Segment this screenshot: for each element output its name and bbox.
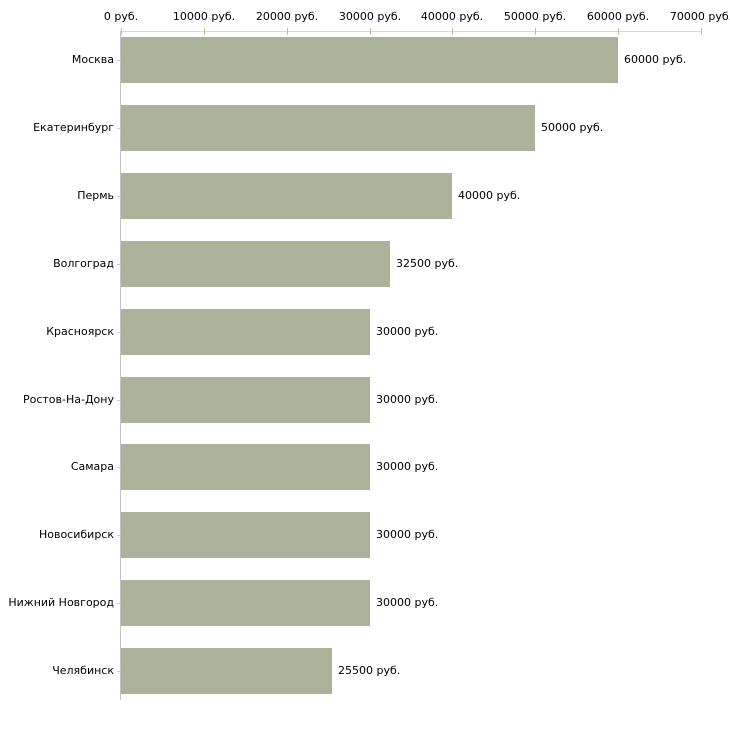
x-axis-line <box>120 31 702 32</box>
value-label: 30000 руб. <box>376 528 439 541</box>
category-label: Пермь <box>77 189 114 202</box>
category-tick <box>117 196 121 197</box>
value-label: 30000 руб. <box>376 460 439 473</box>
category-label: Москва <box>71 53 114 66</box>
bar <box>121 241 390 287</box>
value-label: 40000 руб. <box>458 189 521 202</box>
category-tick <box>117 535 121 536</box>
category-tick <box>117 467 121 468</box>
category-tick <box>117 128 121 129</box>
category-tick <box>117 671 121 672</box>
x-axis-tick-label: 40000 руб. <box>420 10 484 23</box>
category-label: Челябинск <box>52 664 114 677</box>
bar <box>121 173 452 219</box>
category-tick <box>117 332 121 333</box>
category-label: Самара <box>70 460 114 473</box>
bar <box>121 105 535 151</box>
category-tick <box>117 264 121 265</box>
x-axis-tick <box>204 28 205 35</box>
bar <box>121 444 370 490</box>
x-axis-tick-label: 30000 руб. <box>338 10 402 23</box>
x-axis-tick <box>535 28 536 35</box>
value-label: 30000 руб. <box>376 393 439 406</box>
x-axis-tick-label: 0 руб. <box>103 10 139 23</box>
category-label: Красноярск <box>46 325 114 338</box>
bar <box>121 512 370 558</box>
x-axis-tick-label: 20000 руб. <box>255 10 319 23</box>
bar <box>121 37 618 83</box>
category-label: Ростов-На-Дону <box>22 393 114 406</box>
value-label: 30000 руб. <box>376 596 439 609</box>
category-tick <box>117 400 121 401</box>
category-label: Нижний Новгород <box>8 596 114 609</box>
category-tick <box>117 603 121 604</box>
x-axis-tick-label: 50000 руб. <box>503 10 567 23</box>
x-axis-tick-label: 60000 руб. <box>586 10 650 23</box>
value-label: 50000 руб. <box>541 121 604 134</box>
y-axis-line <box>120 31 121 700</box>
x-axis-tick <box>121 28 122 35</box>
value-label: 60000 руб. <box>624 53 687 66</box>
category-label: Екатеринбург <box>33 121 114 134</box>
value-label: 30000 руб. <box>376 325 439 338</box>
x-axis-tick <box>287 28 288 35</box>
x-axis-tick <box>618 28 619 35</box>
x-axis-tick-label: 70000 руб. <box>669 10 730 23</box>
category-label: Новосибирск <box>38 528 114 541</box>
bar <box>121 580 370 626</box>
bar <box>121 648 332 694</box>
bar <box>121 377 370 423</box>
x-axis-tick <box>701 28 702 35</box>
bar <box>121 309 370 355</box>
category-tick <box>117 60 121 61</box>
value-label: 25500 руб. <box>338 664 401 677</box>
x-axis-tick <box>452 28 453 35</box>
value-label: 32500 руб. <box>396 257 459 270</box>
category-label: Волгоград <box>53 257 114 270</box>
x-axis-tick <box>370 28 371 35</box>
x-axis-tick-label: 10000 руб. <box>172 10 236 23</box>
